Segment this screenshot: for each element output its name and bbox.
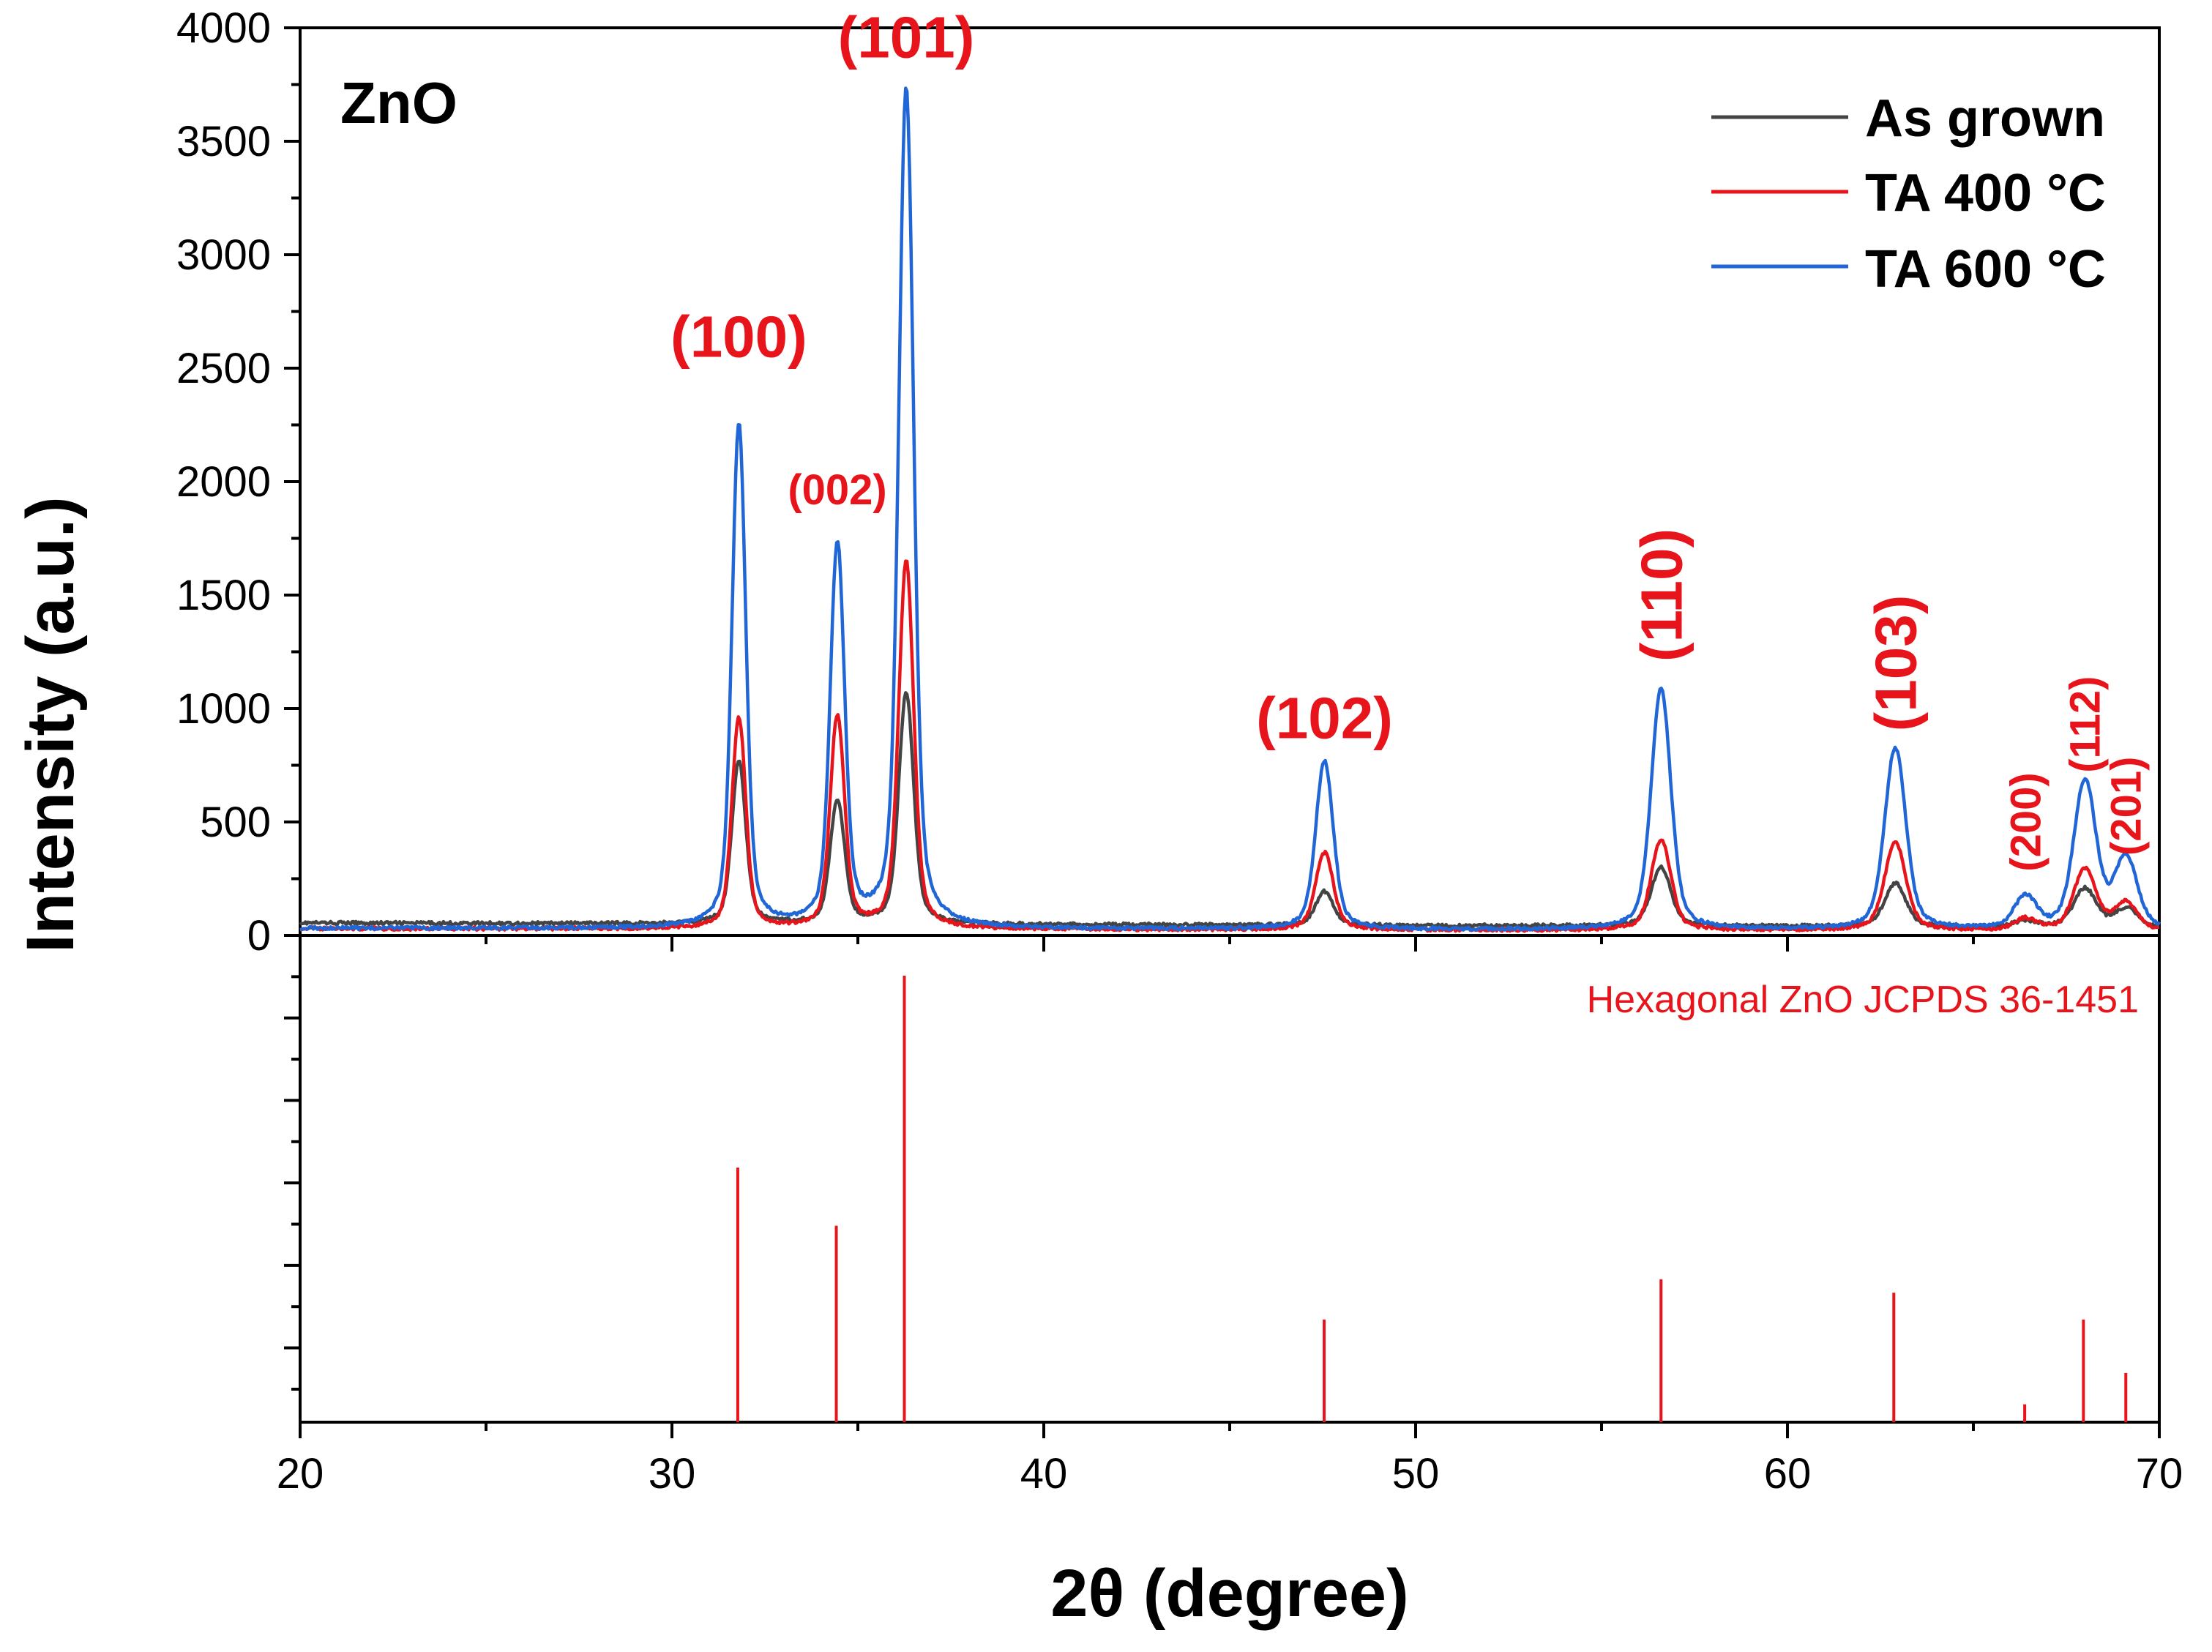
legend-label-as-grown: As grown [1865,89,2105,148]
miller-label: (100) [670,304,807,370]
x-tick-label: 20 [277,1450,324,1498]
series-lines [299,86,2161,933]
axis-ticks: 20 30 40 50 60 70 0 500 1000 1500 2000 2500 3000 3500… [176,4,2183,1498]
y-axis-title: Intensity (a.u.) [13,496,88,953]
x-tick-label: 40 [1020,1450,1068,1498]
y-tick-label: 0 [247,912,271,960]
panel-title: ZnO [340,70,457,135]
legend: As grown TA 400 °C TA 600 °C [1711,89,2106,299]
x-tick-label: 30 [649,1450,696,1498]
x-axis-title: 2θ (degree) [1050,1556,1408,1631]
y-tick-label: 3000 [176,231,271,279]
series-line-2 [299,86,2161,932]
legend-label-ta400: TA 400 °C [1865,164,2106,223]
x-tick-label: 60 [1764,1450,1812,1498]
miller-label: (002) [788,466,886,514]
legend-label-ta600: TA 600 °C [1865,240,2106,299]
y-tick-label: 2000 [176,458,271,506]
miller-label: (102) [1256,685,1393,750]
y-tick-label: 500 [200,799,271,846]
x-tick-label: 50 [1392,1450,1440,1498]
y-tick-label: 1500 [176,572,271,619]
miller-label: (201) [2103,757,2151,856]
y-tick-label: 3500 [176,118,271,165]
miller-label: (112) [2062,676,2110,773]
miller-label: (110) [1629,528,1694,662]
reference-label: Hexagonal ZnO JCPDS 36-1451 [1587,979,2139,1021]
x-tick-label: 70 [2136,1450,2183,1498]
miller-label: (200) [2002,772,2050,871]
reference-lines [736,976,2128,1422]
miller-index-labels: (100) (002) (101) (102) (110) (103) (200)(112)… [670,4,2151,871]
y-tick-label: 1000 [176,685,271,733]
y-tick-label: 2500 [176,345,271,392]
miller-label: (103) [1863,595,1928,732]
miller-label: (101) [838,4,975,70]
y-tick-label: 4000 [176,4,271,52]
